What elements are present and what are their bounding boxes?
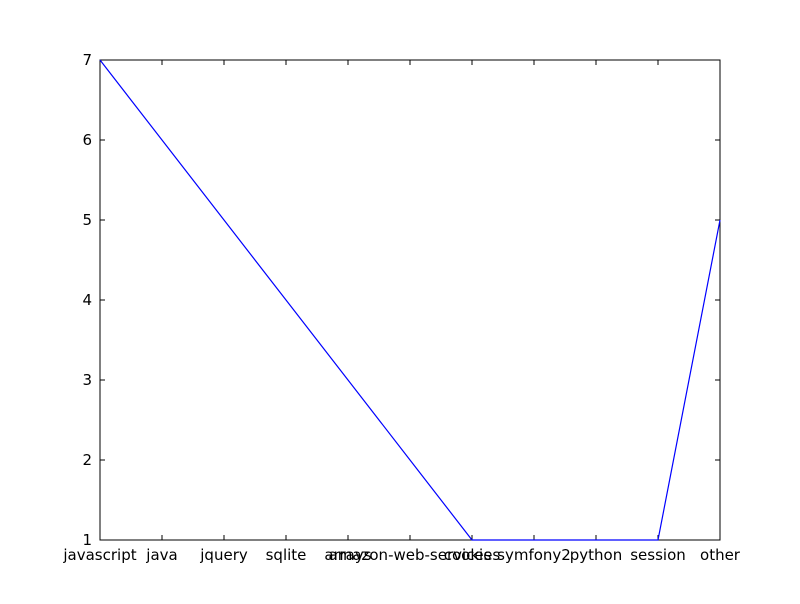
y-tick-label: 7 bbox=[82, 51, 92, 69]
x-tick-label: python bbox=[570, 546, 622, 564]
series-layer bbox=[100, 60, 720, 540]
y-tick-label: 2 bbox=[82, 451, 92, 469]
x-tick-label: javascript bbox=[62, 546, 136, 564]
y-tick-label: 3 bbox=[82, 371, 92, 389]
y-tick-label: 6 bbox=[82, 131, 92, 149]
y-tick-label: 5 bbox=[82, 211, 92, 229]
series-line bbox=[100, 60, 720, 540]
x-tick-label: jquery bbox=[199, 546, 248, 564]
y-tick-label: 4 bbox=[82, 291, 92, 309]
x-tick-label: session bbox=[630, 546, 686, 564]
x-tick-label: sqlite bbox=[266, 546, 307, 564]
x-tick-label: other bbox=[700, 546, 741, 564]
x-tick-label: symfony2 bbox=[497, 546, 571, 564]
plot-frame bbox=[100, 60, 720, 540]
y-tick-label: 1 bbox=[82, 531, 92, 549]
axis-ticks bbox=[100, 60, 720, 540]
x-tick-label: java bbox=[145, 546, 177, 564]
x-tick-label: cookies bbox=[444, 546, 501, 564]
